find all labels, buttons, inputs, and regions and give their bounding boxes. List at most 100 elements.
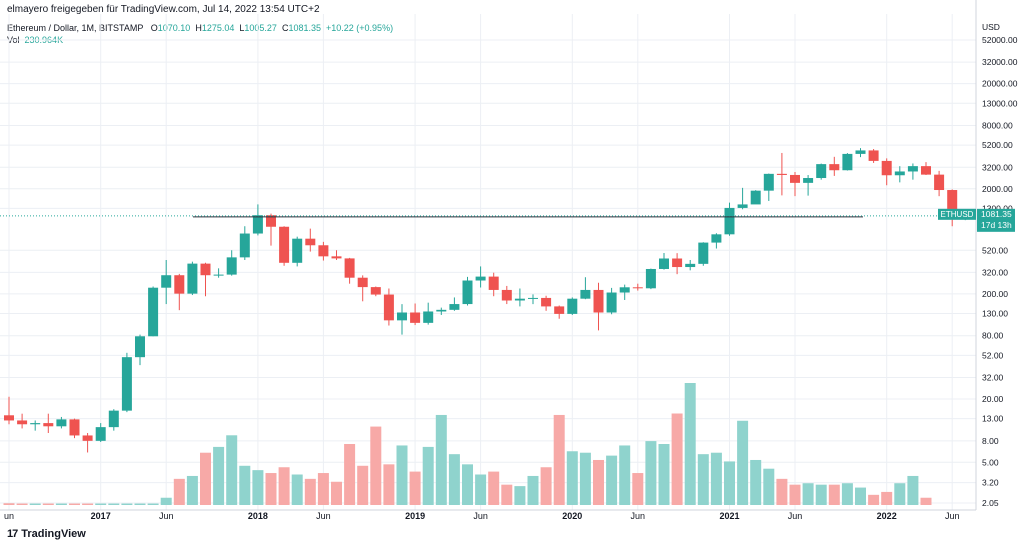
volume-bar <box>724 461 735 505</box>
volume-bar <box>357 465 369 505</box>
volume-bar <box>291 474 303 505</box>
candle-body <box>174 275 185 294</box>
volume-bar <box>815 484 827 505</box>
candle-body <box>410 312 421 323</box>
price-axis-label: 52.00 <box>982 350 1004 360</box>
candle-body <box>318 245 329 257</box>
candle-body <box>842 153 853 171</box>
candle-body <box>619 287 630 293</box>
candle-body <box>921 166 931 175</box>
candle-body <box>528 297 538 299</box>
price-axis-label: 2000.00 <box>982 184 1013 194</box>
candle-body <box>855 150 866 154</box>
volume-bar <box>828 484 840 505</box>
price-tag-value: 1081.35 <box>981 209 1012 219</box>
volume-bar <box>920 497 932 505</box>
volume-bar <box>69 503 80 505</box>
price-axis-label: 52000.00 <box>982 35 1018 45</box>
candle-body <box>449 304 460 310</box>
price-axis-label: 3.20 <box>982 478 999 488</box>
volume-bar <box>160 497 172 505</box>
candle-body <box>514 298 525 301</box>
candle-body <box>82 435 93 441</box>
volume-bar <box>304 478 316 505</box>
candle-body <box>239 233 250 258</box>
volume-bar <box>55 503 67 505</box>
legend-open-value: 1070.10 <box>157 23 191 33</box>
candle-body <box>383 294 394 321</box>
candle-body <box>148 287 159 337</box>
legend-ohlc-row: Ethereum / Dollar, 1M, BITSTAMP O1070.10… <box>7 22 393 34</box>
candle-body <box>894 171 905 176</box>
candle-body <box>462 280 473 305</box>
price-axis-label: 32.00 <box>982 373 1004 383</box>
candle-body <box>724 207 735 235</box>
candle-body <box>934 174 945 191</box>
volume-bar <box>448 454 460 505</box>
price-axis[interactable]: 2.05 3.20 5.00 8.00 13.00 20.00 32.00 52.00 80.0… <box>975 0 1018 510</box>
volume-bar <box>776 478 788 505</box>
candle-body <box>279 226 290 263</box>
candle-body <box>763 173 774 191</box>
volume-bar <box>383 464 395 505</box>
price-axis-label: 200.00 <box>982 289 1008 299</box>
candle-body <box>475 276 486 281</box>
price-axis-label: 13.00 <box>982 414 1004 424</box>
volume-bar <box>566 451 578 505</box>
volume-bar <box>186 475 198 505</box>
volume-bar <box>435 414 447 505</box>
price-axis-label: 2.05 <box>982 498 999 508</box>
candle-body <box>580 289 591 299</box>
candle-body <box>829 164 840 171</box>
legend-close-label: C <box>281 23 289 33</box>
volume-bar <box>606 455 618 505</box>
volume-bar <box>226 435 238 505</box>
time-axis-label: Jun <box>316 511 331 521</box>
volume-bar <box>841 483 853 505</box>
price-axis-label: 5200.00 <box>982 140 1013 150</box>
volume-bar <box>462 464 473 505</box>
time-axis-label: 2020 <box>562 511 582 521</box>
time-axis[interactable]: un 2017 Jun 2018 Jun 2019 Jun 2020 Jun 2021 Jun 202… <box>0 509 1024 521</box>
candlestick-series <box>4 148 971 453</box>
candle-body <box>803 178 814 183</box>
candle-body <box>868 150 879 161</box>
candle-body <box>266 215 276 227</box>
time-axis-label: Jun <box>473 511 488 521</box>
candle-body <box>685 263 696 268</box>
price-axis-currency: USD <box>982 22 1000 32</box>
volume-bar <box>671 413 683 505</box>
candle-body <box>357 277 368 288</box>
tradingview-brand[interactable]: 17 TradingView <box>7 528 86 540</box>
candle-body <box>541 297 552 307</box>
volume-bar <box>737 420 749 505</box>
legend-symbol[interactable]: Ethereum / Dollar, 1M, BITSTAMP <box>7 23 144 33</box>
candle-body <box>632 287 643 289</box>
volume-bar <box>134 503 146 505</box>
price-tag-countdown: 17d 13h <box>981 220 1012 230</box>
price-axis-label: 13000.00 <box>982 98 1018 108</box>
horizontal-line[interactable] <box>0 215 976 218</box>
volume-bar <box>396 445 408 505</box>
volume-bar <box>42 503 54 505</box>
price-axis-label: 5.00 <box>982 457 999 467</box>
volume-bar <box>82 503 94 505</box>
candle-body <box>292 238 303 263</box>
legend-change: +10.22 (+0.95%) <box>326 23 394 33</box>
price-axis-label: 8000.00 <box>982 120 1013 130</box>
price-axis-label: 32000.00 <box>982 57 1018 67</box>
volume-bar <box>645 441 657 505</box>
candle-body <box>711 234 722 243</box>
candle-body <box>436 309 447 312</box>
candle-body <box>698 242 709 264</box>
candle-body <box>593 289 604 313</box>
price-axis-label: 130.00 <box>982 309 1008 319</box>
chart-grid <box>0 14 976 510</box>
volume-bar <box>265 473 277 505</box>
candle-body <box>947 190 958 218</box>
volume-bar <box>527 475 539 505</box>
volume-bar <box>409 471 421 505</box>
legend-high-value: 1275.04 <box>201 23 235 33</box>
volume-bar <box>750 459 762 505</box>
